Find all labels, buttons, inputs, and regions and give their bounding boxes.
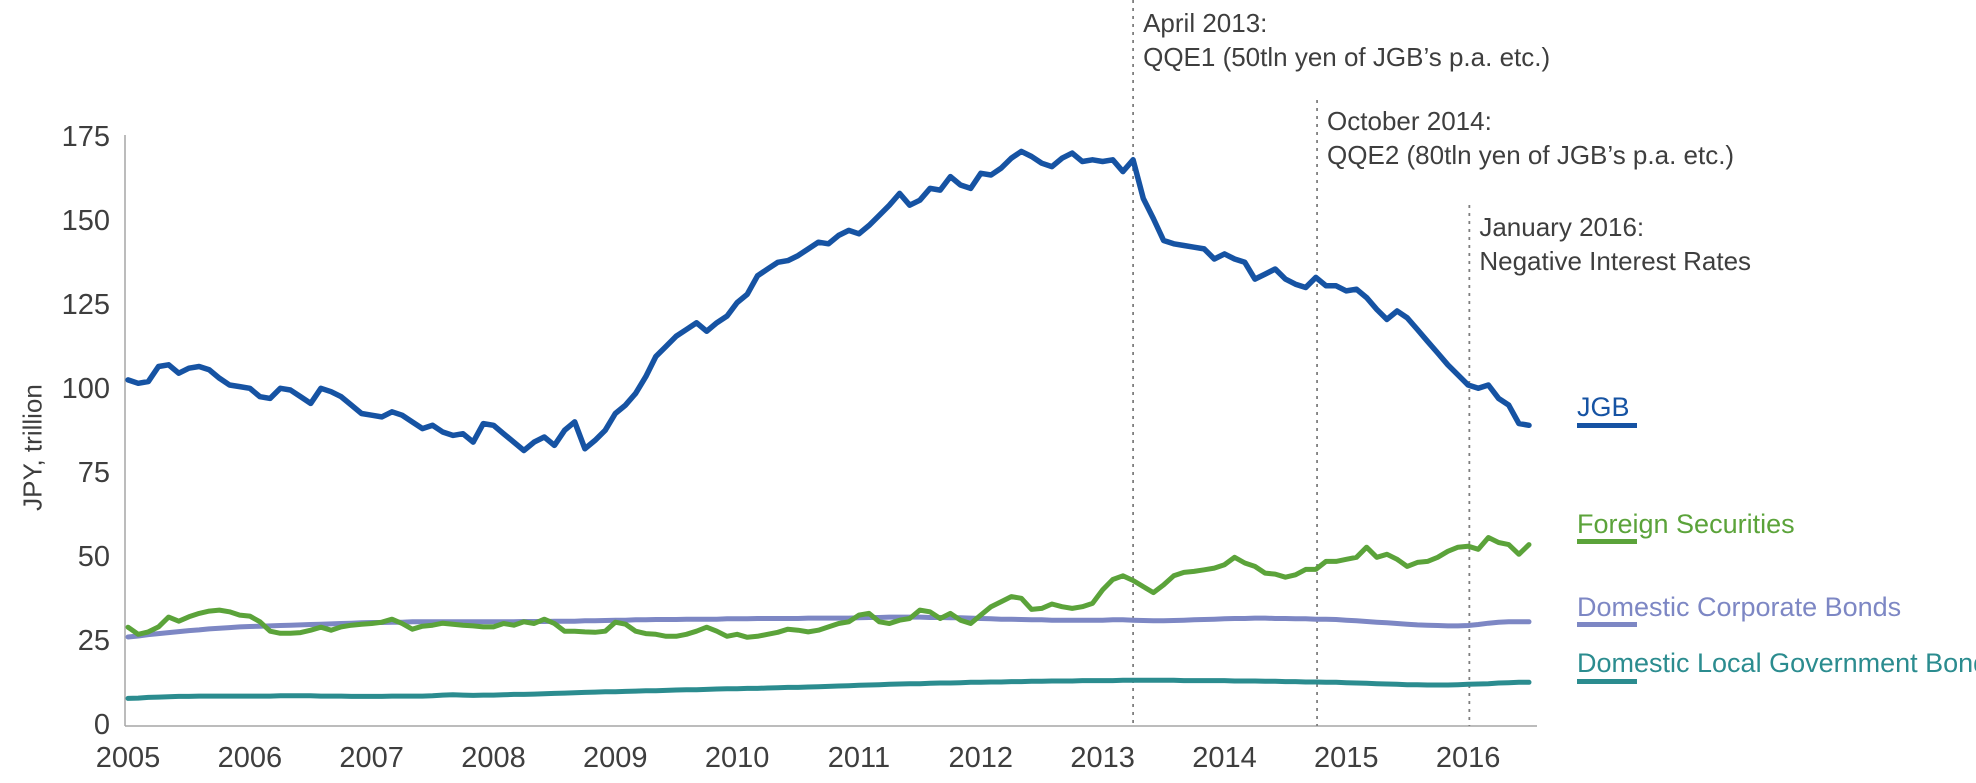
annotation-text-line: Negative Interest Rates	[1479, 246, 1752, 276]
x-tick-label: 2009	[583, 742, 648, 774]
x-tick-label: 2008	[461, 742, 526, 774]
y-tick-label: 75	[77, 457, 110, 489]
annotation-text-line: October 2014:	[1327, 106, 1492, 136]
annotation-text-line: January 2016:	[1479, 212, 1645, 242]
legend-label-domestic-corporate-bonds: Domestic Corporate Bonds	[1577, 592, 1902, 622]
jgb-line	[125, 148, 1532, 454]
legend-label-domestic-local-government-bonds: Domestic Local Government Bonds	[1577, 648, 1976, 678]
legend-swatch-domestic-corporate-bonds	[1577, 622, 1637, 627]
x-tick-label: 2016	[1435, 742, 1501, 774]
annotation-october-2014: October 2014: QQE2 (80tln yen of JGB’s p.…	[1327, 104, 1734, 172]
legend-swatch-jgb	[1577, 423, 1637, 428]
y-tick-label: 150	[61, 205, 110, 237]
annotation-april-2013: April 2013: QQE1 (50tln yen of JGB’s p.a.…	[1143, 6, 1550, 74]
foreign-securities-line	[125, 535, 1532, 640]
x-tick-label: 2011	[827, 742, 891, 774]
y-tick-label: 0	[93, 709, 110, 741]
x-tick-label: 2013	[1070, 742, 1135, 774]
y-tick-label: 100	[61, 373, 110, 405]
annotation-january-2016: January 2016: Negative Interest Rates	[1479, 210, 1751, 278]
x-tick-label: 2014	[1192, 742, 1257, 774]
annotation-text-line: April 2013:	[1143, 8, 1268, 38]
y-tick-label: 25	[77, 625, 110, 657]
legend-label-foreign-securities: Foreign Securities	[1577, 509, 1795, 539]
y-tick-label: 175	[61, 121, 110, 153]
annotation-text-line: QQE2 (80tln yen of JGB’s p.a. etc.)	[1327, 140, 1735, 170]
x-tick-label: 2012	[948, 742, 1014, 774]
x-tick-label: 2005	[95, 742, 161, 774]
legend-swatch-foreign-securities	[1577, 539, 1637, 544]
legend-swatch-domestic-local-government-bonds	[1577, 679, 1637, 684]
x-tick-label: 2010	[704, 742, 770, 774]
y-tick-label: 125	[61, 289, 110, 321]
x-tick-label: 2015	[1314, 742, 1379, 774]
legend-label-jgb: JGB	[1577, 392, 1630, 422]
annotation-text-line: QQE1 (50tln yen of JGB’s p.a. etc.)	[1143, 42, 1551, 72]
x-tick-label: 2006	[217, 742, 283, 774]
y-tick-label: 50	[77, 541, 110, 573]
x-tick-label: 2007	[339, 742, 404, 774]
domestic-local-government-bonds-line	[125, 677, 1532, 701]
